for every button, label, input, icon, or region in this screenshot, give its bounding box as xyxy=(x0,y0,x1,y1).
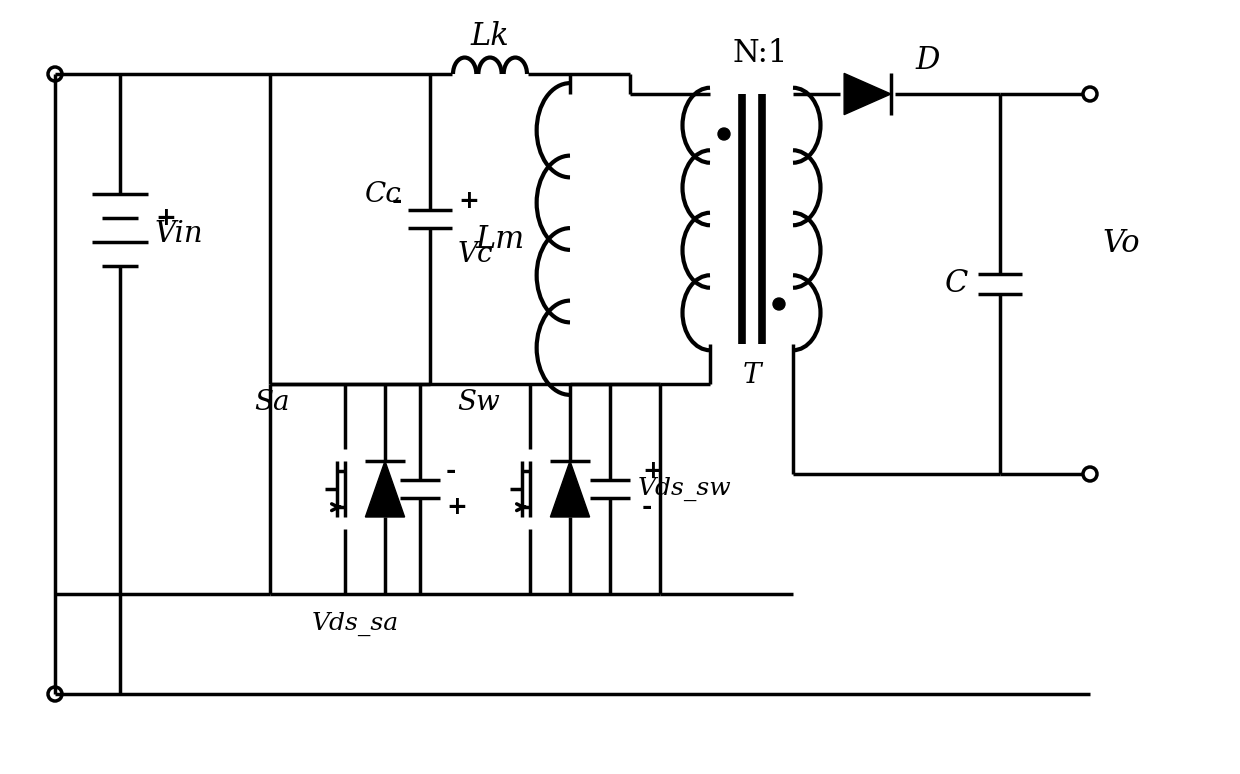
Text: N:1: N:1 xyxy=(733,38,787,69)
Text: -: - xyxy=(392,189,402,213)
Polygon shape xyxy=(844,74,890,115)
Text: -: - xyxy=(446,459,456,483)
Text: -: - xyxy=(642,495,652,519)
Text: +: + xyxy=(155,206,176,230)
Text: +: + xyxy=(642,459,663,483)
Polygon shape xyxy=(551,461,589,517)
Text: Lm: Lm xyxy=(476,224,525,255)
Circle shape xyxy=(773,298,785,310)
Text: +: + xyxy=(458,189,479,213)
Text: Sw: Sw xyxy=(458,389,500,416)
Text: Vin: Vin xyxy=(155,220,203,248)
Text: Sa: Sa xyxy=(254,389,290,416)
Text: Lk: Lk xyxy=(471,21,510,52)
Polygon shape xyxy=(366,461,404,517)
Text: C: C xyxy=(945,269,968,300)
Text: +: + xyxy=(446,495,467,519)
Text: Vc: Vc xyxy=(458,241,494,268)
Text: Vo: Vo xyxy=(1102,228,1140,259)
Text: Vds_sa: Vds_sa xyxy=(311,612,398,636)
Circle shape xyxy=(718,128,730,140)
Text: Vds_sw: Vds_sw xyxy=(639,477,732,501)
Text: T: T xyxy=(743,362,761,389)
Text: Cc: Cc xyxy=(366,180,402,207)
Text: D: D xyxy=(915,45,940,76)
